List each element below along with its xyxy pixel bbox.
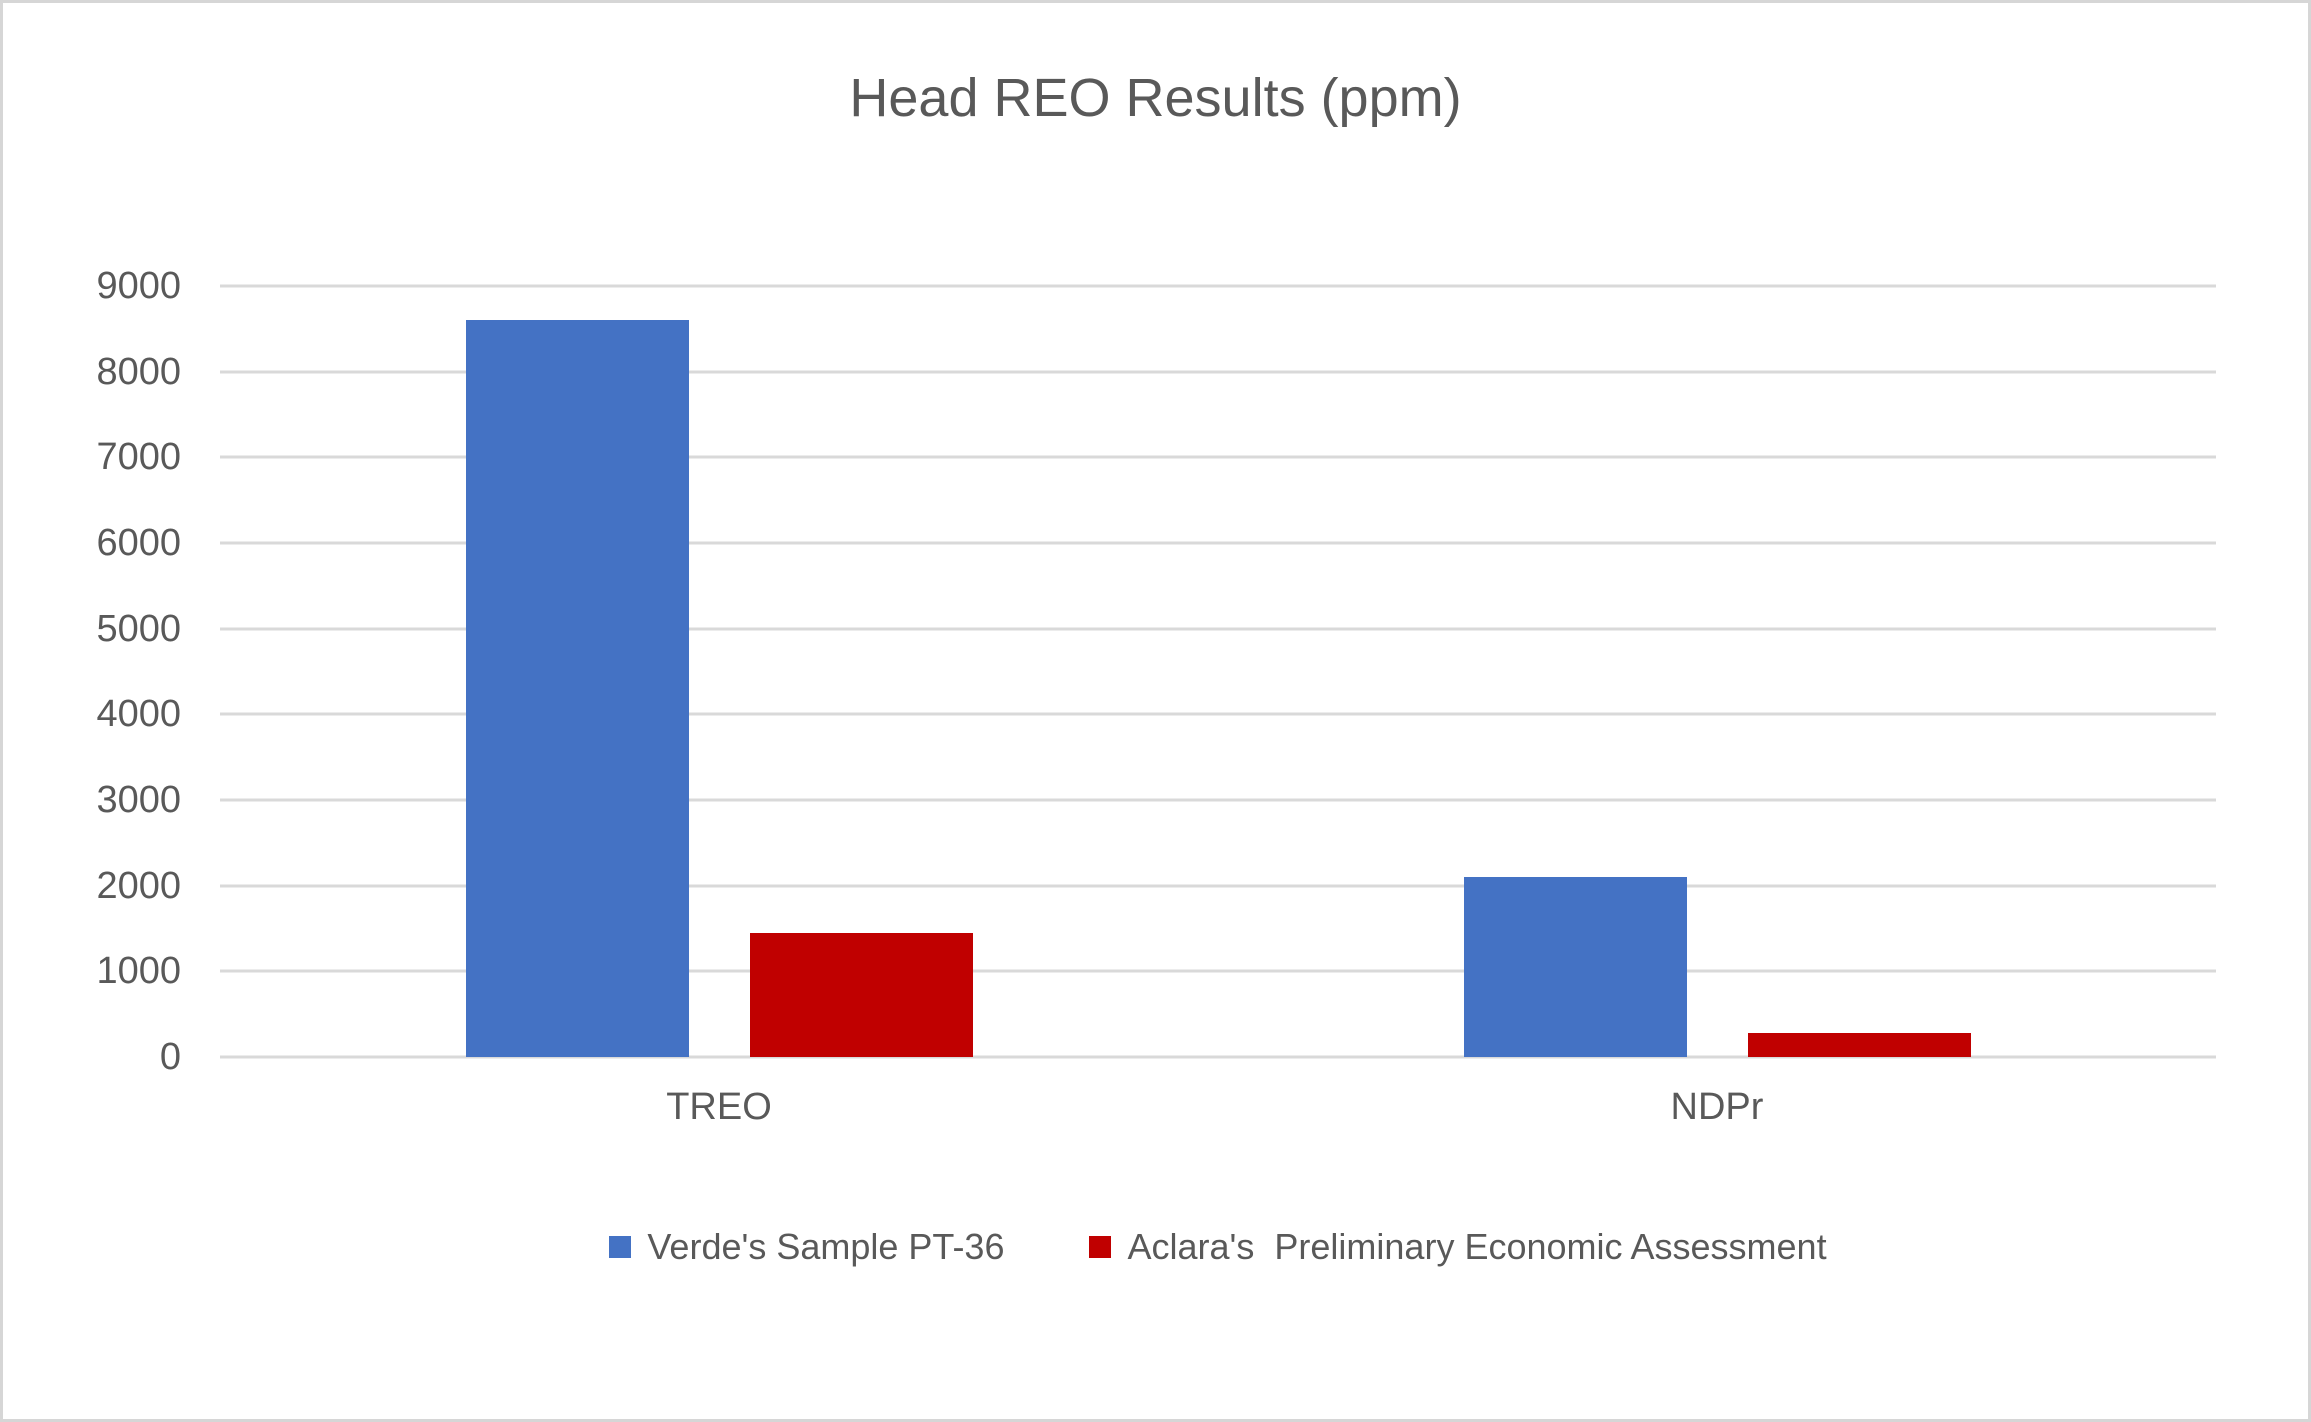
gridline (220, 284, 2216, 288)
gridline (220, 969, 2216, 973)
gridline (220, 798, 2216, 802)
y-tick-label: 9000 (96, 265, 181, 307)
legend-swatch-icon (1089, 1235, 1112, 1258)
y-tick-label: 8000 (96, 350, 181, 393)
category-slot-treo (220, 286, 1218, 1057)
bars-row (220, 286, 2216, 1057)
bar-ndpr-series-1 (1463, 877, 1687, 1057)
bar-ndpr-series-2 (1747, 1033, 1971, 1057)
category-label-ndpr: NDPr (1670, 1086, 1764, 1128)
x-axis: TREO NDPr (220, 1085, 2216, 1131)
y-tick-label: 7000 (96, 436, 181, 479)
category-slot-ndpr (1218, 286, 2216, 1057)
y-tick-label: 0 (159, 1036, 181, 1078)
y-tick-label: 5000 (96, 607, 181, 650)
gridline (220, 1055, 2216, 1059)
category-label-treo: TREO (666, 1086, 772, 1128)
legend: Verde's Sample PT-36 Aclara's Preliminary… (220, 1225, 2216, 1268)
gridline (220, 712, 2216, 716)
y-tick-label: 4000 (96, 693, 181, 736)
gridline (220, 455, 2216, 459)
legend-item-1: Verde's Sample PT-36 (609, 1225, 1004, 1268)
y-axis: 0 1000 2000 3000 4000 5000 6000 7000 8000 9000 (3, 267, 181, 1076)
y-tick-label: 6000 (96, 522, 181, 565)
legend-item-2: Aclara's Preliminary Economic Assessment (1089, 1225, 1827, 1268)
gridline (220, 541, 2216, 545)
plot-area (220, 284, 2216, 1059)
legend-label: Verde's Sample PT-36 (647, 1226, 1005, 1267)
gridline (220, 370, 2216, 374)
y-tick-label: 3000 (96, 779, 181, 822)
bar-treo-series-1 (465, 320, 689, 1057)
y-tick-label: 1000 (96, 950, 181, 993)
bar-treo-series-2 (749, 932, 973, 1057)
gridline (220, 627, 2216, 631)
legend-label: Aclara's Preliminary Economic Assessment (1127, 1226, 1827, 1267)
legend-swatch-icon (609, 1235, 632, 1258)
y-tick-label: 2000 (96, 864, 181, 907)
chart-title: Head REO Results (ppm) (849, 68, 1462, 128)
gridline (220, 884, 2216, 888)
